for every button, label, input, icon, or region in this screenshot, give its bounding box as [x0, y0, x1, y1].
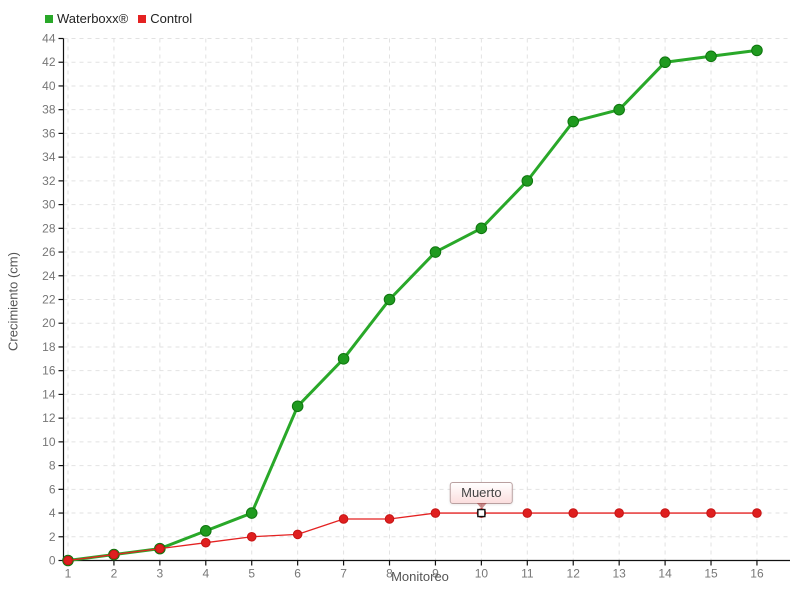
- x-tick-label: 16: [750, 567, 764, 581]
- y-tick-label: 4: [49, 506, 56, 520]
- data-point-control[interactable]: [200, 537, 211, 548]
- data-point-waterboxx[interactable]: [429, 246, 442, 258]
- data-point-waterboxx[interactable]: [521, 175, 534, 187]
- y-tick-label: 32: [42, 174, 56, 188]
- data-point-control[interactable]: [568, 508, 579, 518]
- muerto-callout[interactable]: Muerto: [450, 482, 513, 505]
- data-point-waterboxx[interactable]: [199, 525, 212, 537]
- data-point-waterboxx[interactable]: [613, 103, 625, 116]
- legend-item-control[interactable]: Control: [138, 11, 192, 26]
- y-tick-label: 40: [42, 79, 56, 93]
- data-point-waterboxx[interactable]: [291, 400, 304, 413]
- x-tick-label: 7: [340, 567, 347, 581]
- series-line-waterboxx: [67, 48, 758, 562]
- x-tick-label: 6: [294, 567, 301, 581]
- control-swatch-icon: [138, 14, 147, 23]
- data-point-control[interactable]: [246, 531, 257, 542]
- y-tick-label: 12: [42, 411, 56, 425]
- x-tick-label: 1: [65, 567, 72, 581]
- x-tick-label: 8: [386, 567, 393, 581]
- y-tick-label: 38: [42, 103, 56, 117]
- x-tick-label: 4: [202, 567, 209, 581]
- data-point-waterboxx[interactable]: [659, 56, 671, 69]
- x-tick-label: 3: [157, 567, 164, 581]
- y-tick-label: 26: [42, 245, 56, 259]
- data-point-control[interactable]: [109, 549, 119, 560]
- data-point-waterboxx[interactable]: [337, 353, 350, 365]
- data-point-waterboxx[interactable]: [751, 44, 763, 57]
- waterboxx-swatch-icon: [45, 14, 53, 23]
- y-tick-label: 8: [49, 459, 56, 473]
- legend-item-waterboxx[interactable]: Waterboxx®: [45, 11, 128, 26]
- series-line-control: [67, 512, 757, 562]
- y-tick-label: 36: [42, 126, 56, 140]
- y-tick-label: 6: [49, 482, 56, 496]
- muerto-marker[interactable]: [477, 508, 486, 518]
- y-tick-label: 20: [42, 316, 56, 330]
- x-tick-label: 15: [704, 567, 718, 581]
- data-point-control[interactable]: [338, 514, 349, 524]
- x-tick-label: 12: [567, 567, 581, 581]
- data-point-control[interactable]: [660, 508, 670, 518]
- y-tick-label: 30: [42, 198, 56, 212]
- data-point-waterboxx[interactable]: [245, 507, 258, 519]
- x-tick-label: 10: [475, 567, 489, 581]
- y-tick-label: 0: [49, 554, 56, 568]
- data-point-control[interactable]: [384, 514, 395, 524]
- x-tick-label: 11: [521, 567, 534, 581]
- data-point-waterboxx[interactable]: [383, 293, 396, 306]
- legend-label-waterboxx: Waterboxx®: [57, 11, 129, 26]
- data-point-control[interactable]: [752, 508, 762, 518]
- x-tick-label: 9: [432, 567, 439, 581]
- y-tick-label: 42: [42, 55, 56, 69]
- legend-label-control: Control: [150, 11, 193, 26]
- data-point-control[interactable]: [522, 508, 533, 518]
- muerto-callout-label: Muerto: [461, 485, 502, 501]
- y-tick-label: 24: [42, 269, 56, 283]
- y-tick-label: 2: [49, 530, 56, 544]
- x-tick-label: 2: [111, 567, 118, 581]
- y-tick-label: 44: [42, 32, 56, 46]
- chart-legend: Waterboxx® Control: [45, 11, 192, 26]
- data-point-waterboxx[interactable]: [475, 222, 488, 235]
- y-tick-label: 34: [42, 150, 56, 164]
- y-tick-label: 28: [42, 221, 56, 235]
- y-tick-label: 14: [42, 387, 56, 401]
- y-tick-label: 22: [42, 293, 56, 307]
- data-point-waterboxx[interactable]: [705, 50, 717, 63]
- x-tick-label: 14: [658, 567, 672, 581]
- data-point-control[interactable]: [430, 508, 441, 518]
- y-tick-label: 10: [42, 435, 56, 449]
- y-tick-label: 18: [42, 340, 56, 354]
- data-point-waterboxx[interactable]: [567, 115, 580, 128]
- x-tick-label: 13: [612, 567, 626, 581]
- data-point-control[interactable]: [63, 555, 73, 566]
- x-tick-label: 5: [248, 567, 255, 581]
- data-point-control[interactable]: [614, 508, 624, 518]
- data-point-control[interactable]: [706, 508, 716, 518]
- data-point-control[interactable]: [292, 529, 303, 540]
- data-point-control[interactable]: [155, 543, 165, 554]
- y-tick-label: 16: [42, 364, 56, 378]
